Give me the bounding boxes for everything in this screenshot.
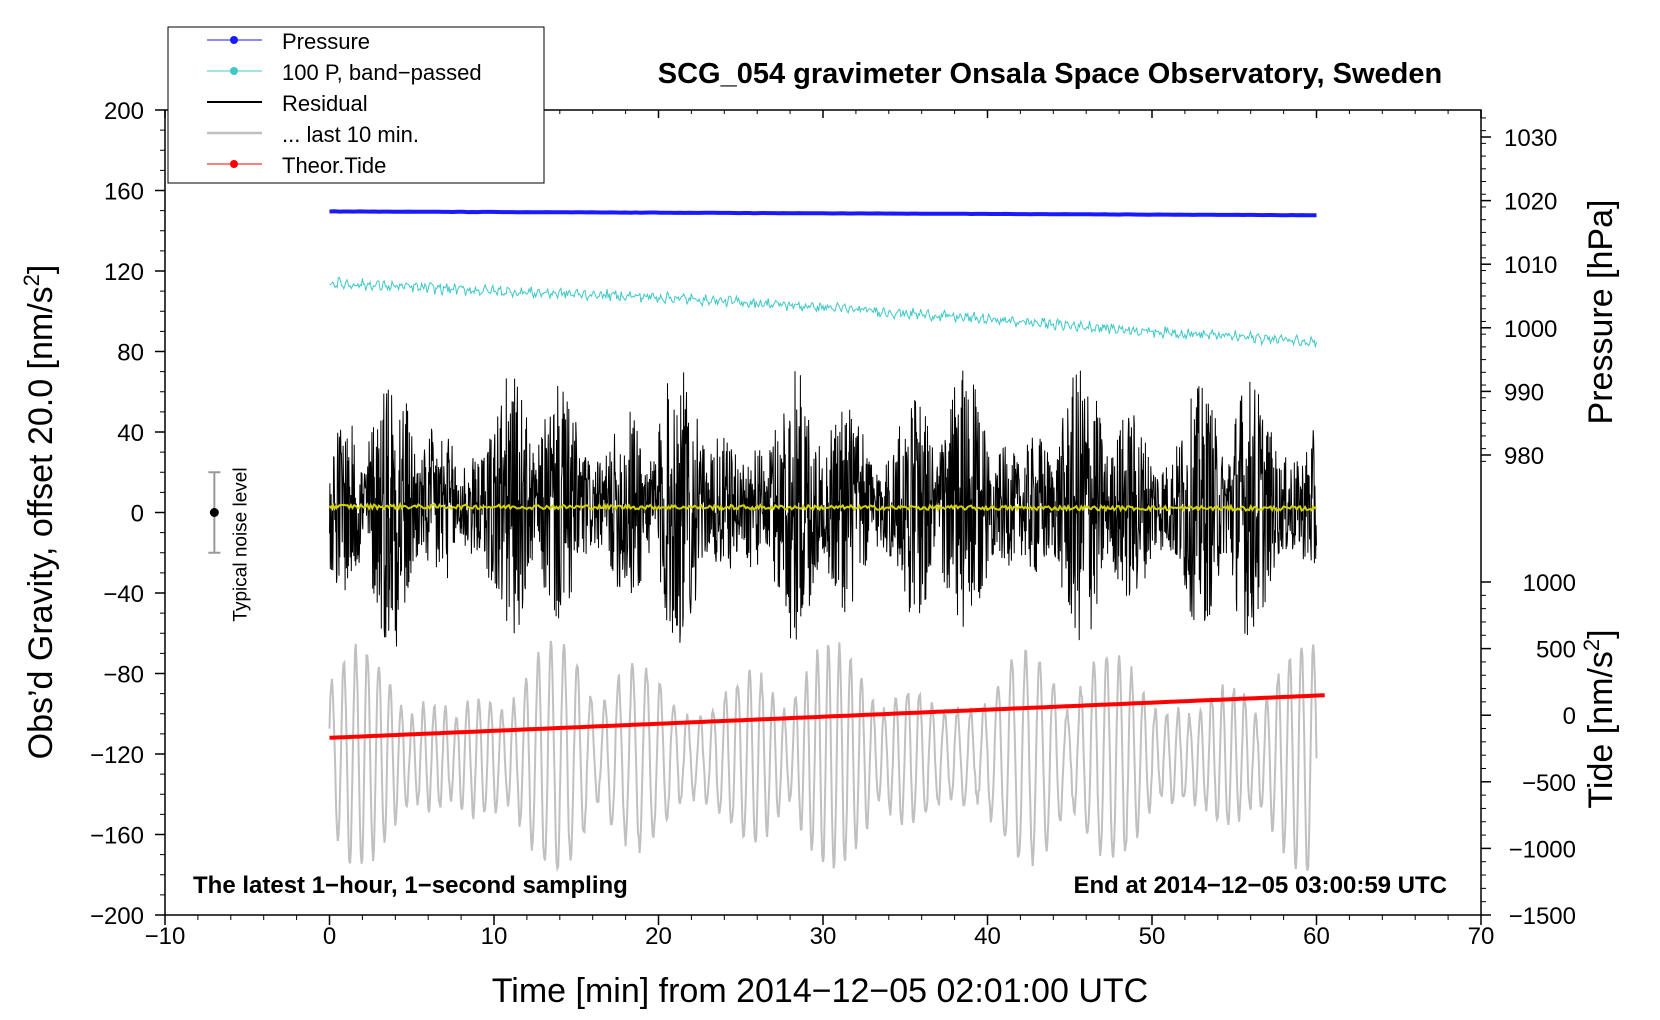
y-tick-label: −120 [90, 742, 144, 769]
legend-item-pressure: Pressure [207, 29, 370, 54]
legend-residual-label: Residual [282, 91, 368, 116]
tide-tick-label: 500 [1536, 637, 1576, 664]
tide-tick-label: 0 [1563, 703, 1576, 730]
pressure-tick-label: 1010 [1504, 252, 1557, 279]
x-tick-label: −10 [145, 923, 186, 950]
tide-axis-label-main: Tide [nm/s [1582, 651, 1620, 808]
y-tick-label: −160 [90, 823, 144, 850]
legend-theor-tide-label: Theor.Tide [282, 153, 386, 178]
axis-ticks: −10 0 10 20 30 40 50 60 7020016012080400−40−80−1… [90, 98, 1576, 950]
series-residual [329, 370, 1317, 647]
annotation-right: End at 2014−12−05 03:00:59 UTC [1073, 872, 1447, 899]
y-tick-label: 120 [104, 259, 144, 286]
series-last-10-min [328, 640, 1318, 873]
noise-center-dot [209, 508, 219, 517]
series-theor-tide [329, 693, 1325, 740]
pressure-tick-label: 1000 [1504, 316, 1557, 343]
legend-pressure-label: Pressure [282, 29, 370, 54]
tide-axis-label-exp: 2 [1579, 639, 1604, 651]
y-axis-label-main: Obs’d Gravity, offset 20.0 [nm/s [22, 286, 60, 759]
pressure-tick-label: 990 [1504, 379, 1544, 406]
legend-box [167, 26, 545, 184]
pressure-tick-label: 980 [1504, 443, 1544, 470]
x-axis-label: Time [min] from 2014−12−05 02:01:00 UTC [492, 972, 1148, 1010]
series-pressure [329, 209, 1317, 218]
annotation-left: The latest 1−hour, 1−second sampling [193, 872, 628, 899]
legend-pressure-marker [230, 36, 238, 44]
y-axis-label: Obs’d Gravity, offset 20.0 [nm/s2] [19, 265, 60, 760]
tide-axis-label: Tide [nm/s2] [1579, 629, 1620, 808]
x-tick-label: 0 [323, 923, 336, 950]
x-tick-label: 60 [1303, 923, 1330, 950]
noise-indicator: Typical noise level [208, 467, 251, 622]
x-tick-label: 10 [481, 923, 508, 950]
tide-tick-label: 1000 [1523, 570, 1576, 597]
legend-item-band-passed: 100 P, band−passed [207, 60, 482, 85]
legend-band-passed-marker [230, 67, 238, 75]
legend-item-theor-tide: Theor.Tide [207, 153, 386, 178]
y-tick-label: 80 [117, 340, 144, 367]
legend-band-passed-label: 100 P, band−passed [282, 60, 482, 85]
series-residual-smoothed [328, 501, 1317, 513]
y-tick-label: −80 [103, 662, 144, 689]
noise-indicator-label: Typical noise level [230, 467, 251, 621]
x-tick-label: 20 [645, 923, 672, 950]
y-tick-label: 40 [117, 420, 144, 447]
legend-item-residual: Residual [207, 91, 368, 116]
y-tick-label: −40 [103, 581, 144, 608]
y-tick-label: 0 [131, 501, 144, 528]
y-tick-label: −200 [90, 903, 144, 930]
tide-axis-label-end: ] [1582, 629, 1620, 638]
pressure-tick-label: 1030 [1504, 125, 1557, 152]
y-tick-label: 160 [104, 179, 144, 206]
legend-item-last-10-min: ... last 10 min. [207, 122, 419, 147]
data-series [328, 209, 1325, 873]
legend-theor-tide-marker [230, 160, 238, 168]
tide-tick-label: −1500 [1509, 903, 1576, 930]
chart-title: SCG_054 gravimeter Onsala Space Observat… [658, 58, 1442, 90]
x-tick-label: 50 [1139, 923, 1166, 950]
pressure-axis-label: Pressure [hPa] [1582, 200, 1620, 425]
pressure-tick-label: 1020 [1504, 189, 1557, 216]
series-band-passed [329, 276, 1317, 348]
x-tick-label: 30 [810, 923, 837, 950]
y-tick-label: 200 [104, 98, 144, 125]
x-tick-label: 70 [1468, 923, 1495, 950]
y-axis-label-end: ] [22, 265, 60, 274]
legend-last-10-min-label: ... last 10 min. [282, 122, 419, 147]
x-tick-label: 40 [974, 923, 1001, 950]
tide-tick-label: −1000 [1509, 836, 1576, 863]
y-axis-label-exp: 2 [19, 274, 44, 286]
tide-tick-label: −500 [1522, 770, 1576, 797]
legend: Pressure 100 P, band−passed Residual ...… [167, 26, 545, 184]
